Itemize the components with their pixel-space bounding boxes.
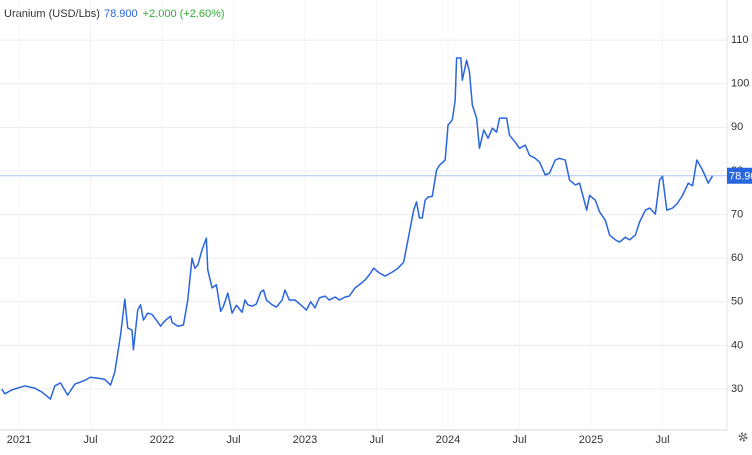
current-price-label: 78.90 bbox=[729, 171, 752, 183]
x-tick-label: 2021 bbox=[7, 434, 31, 446]
y-tick-label: 60 bbox=[731, 252, 743, 264]
x-tick-label: Jul bbox=[226, 434, 240, 446]
y-tick-label: 100 bbox=[731, 78, 749, 90]
price: 78.900 bbox=[104, 8, 138, 20]
current-price-tag bbox=[727, 167, 752, 184]
x-tick-label: Jul bbox=[512, 434, 526, 446]
x-tick-label: 2023 bbox=[293, 434, 317, 446]
settings-icon[interactable] bbox=[738, 432, 748, 442]
y-tick-label: 50 bbox=[731, 296, 743, 308]
x-tick-label: 2025 bbox=[579, 434, 603, 446]
chart-title: Uranium (USD/Lbs) bbox=[4, 8, 100, 20]
y-tick-label: 70 bbox=[731, 208, 743, 220]
y-tick-label: 40 bbox=[731, 339, 743, 351]
price-line-series bbox=[1, 57, 714, 400]
x-tick-label: Jul bbox=[655, 434, 669, 446]
y-tick-label: 30 bbox=[731, 383, 743, 395]
x-tick-label: Jul bbox=[83, 434, 97, 446]
price-change: +2.000 (+2.60%) bbox=[143, 8, 225, 20]
x-tick-label: 2022 bbox=[150, 434, 174, 446]
x-tick-label: Jul bbox=[369, 434, 383, 446]
y-tick-label: 90 bbox=[731, 121, 743, 133]
x-tick-label: 2024 bbox=[436, 434, 460, 446]
y-tick-label: 110 bbox=[731, 34, 749, 46]
